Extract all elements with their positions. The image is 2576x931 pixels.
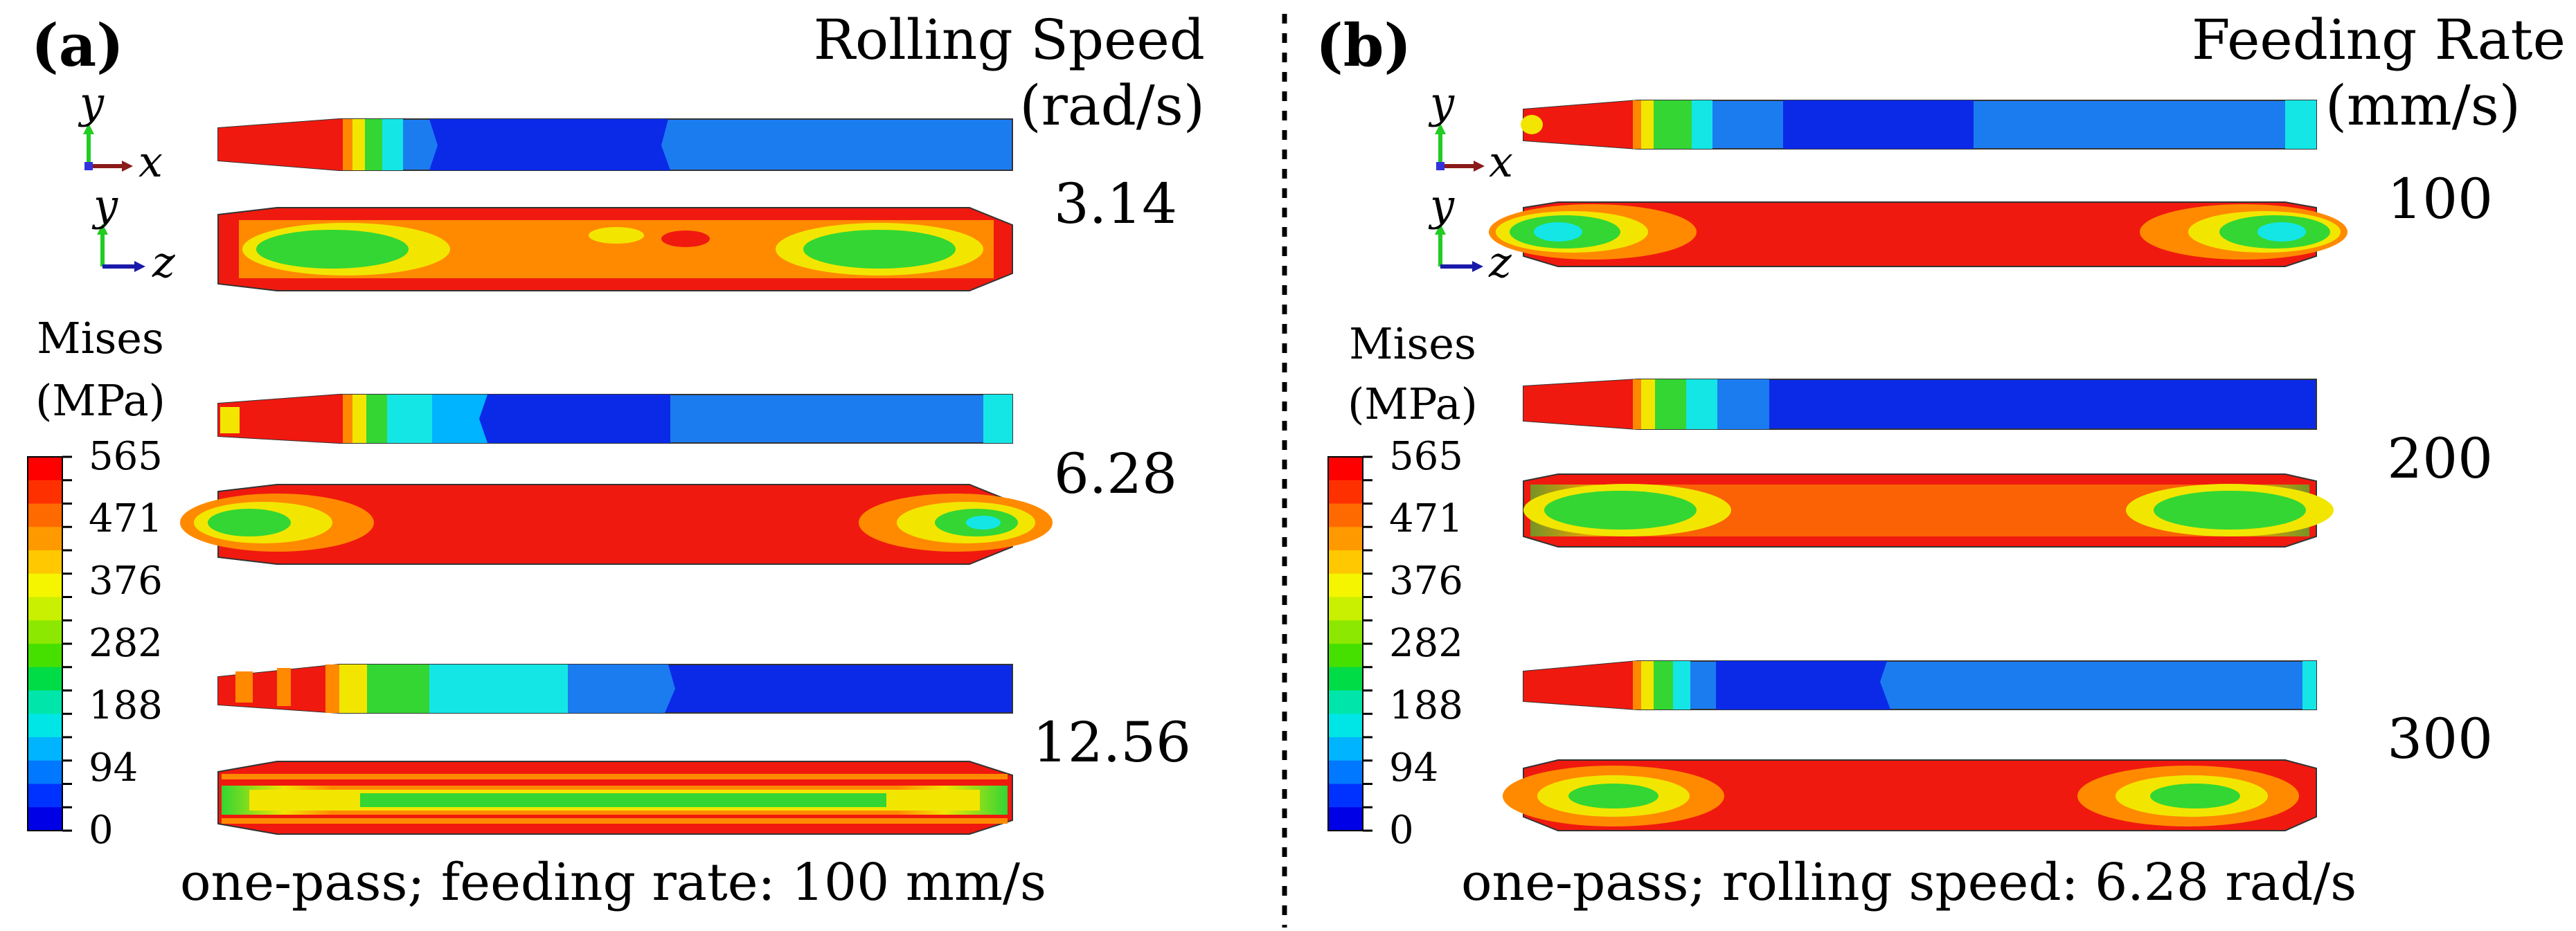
colorbar-tick-label: 282 bbox=[89, 621, 163, 666]
colorbar-band bbox=[1328, 527, 1363, 551]
colorbar-band bbox=[1328, 714, 1363, 738]
colorbar-b: 565 471 376 282 188 94 0 bbox=[1327, 434, 1463, 853]
colorbar-band bbox=[28, 620, 62, 644]
panel-b-value-1: 100 bbox=[2387, 167, 2493, 231]
colorbar-band bbox=[1328, 807, 1363, 831]
colorbar-tick-label: 94 bbox=[89, 745, 138, 790]
colorbar-tick-label: 565 bbox=[89, 434, 163, 479]
colorbar-tick-label: 94 bbox=[1389, 745, 1438, 790]
panel-a-value-3: 12.56 bbox=[1032, 710, 1191, 775]
panel-a-specimen-2-side-view bbox=[217, 394, 1013, 444]
panel-b-label: (b) bbox=[1316, 11, 1411, 80]
colorbar-band bbox=[1328, 620, 1363, 644]
panel-a-specimen-3-side-view bbox=[217, 664, 1013, 714]
colorbar-band bbox=[28, 527, 62, 551]
colorbar-tick-label: 282 bbox=[1389, 621, 1463, 666]
panel-b-specimen-2-side-view bbox=[1523, 379, 2317, 430]
colorbar-band bbox=[28, 550, 62, 575]
colorbar-tick-label: 471 bbox=[89, 496, 163, 541]
panel-a-label: (a) bbox=[31, 11, 124, 80]
panel-a-value-2: 6.28 bbox=[1054, 442, 1177, 506]
colorbar-band bbox=[1328, 503, 1363, 527]
colorbar-band bbox=[28, 737, 62, 761]
colorbar-band bbox=[1328, 784, 1363, 808]
colorbar-band bbox=[28, 784, 62, 808]
colorbar-band bbox=[1328, 480, 1363, 504]
colorbar-band bbox=[28, 690, 62, 714]
colorbar-band bbox=[1328, 690, 1363, 714]
colorbar-a: 565 471 376 282 188 94 0 bbox=[27, 434, 163, 853]
panel-b-param-title-line2: (mm/s) bbox=[2325, 73, 2521, 138]
colorbar-band bbox=[28, 573, 62, 597]
panel-b-value-3: 300 bbox=[2387, 707, 2493, 771]
colorbar-band bbox=[28, 480, 62, 504]
panel-b-specimen-1-side-view bbox=[1521, 100, 2317, 150]
colorbar-tick-label: 471 bbox=[1389, 496, 1463, 541]
panel-b-caption: one-pass; rolling speed: 6.28 rad/s bbox=[1461, 853, 2356, 912]
colorbar-tick-label: 376 bbox=[1389, 559, 1463, 604]
colorbar-tick-label: 376 bbox=[89, 559, 163, 604]
panel-a-axis-triad-zy: y z bbox=[91, 180, 175, 287]
colorbar-tick-label: 188 bbox=[1389, 683, 1463, 728]
colorbar-b-title-line2: (MPa) bbox=[1348, 379, 1478, 429]
colorbar-tick-label: 0 bbox=[89, 808, 114, 853]
colorbar-a-title-line2: (MPa) bbox=[35, 375, 166, 426]
colorbar-band bbox=[28, 457, 62, 481]
axis-label-x: x bbox=[1489, 136, 1513, 187]
colorbar-band bbox=[1328, 760, 1363, 784]
colorbar-band bbox=[1328, 457, 1363, 481]
axis-label-y: y bbox=[1428, 78, 1455, 128]
panel-a-caption: one-pass; feeding rate: 100 mm/s bbox=[180, 853, 1046, 912]
colorbar-band bbox=[1328, 573, 1363, 597]
colorbar-band bbox=[1328, 550, 1363, 575]
colorbar-band bbox=[28, 644, 62, 668]
panel-b-specimen-2-top-view bbox=[1523, 473, 2334, 548]
colorbar-band bbox=[28, 807, 62, 831]
colorbar-tick-label: 188 bbox=[89, 683, 163, 728]
colorbar-b-title-line1: Mises bbox=[1349, 318, 1476, 369]
axis-label-y: y bbox=[91, 180, 118, 231]
colorbar-a-title-line1: Mises bbox=[37, 313, 164, 363]
colorbar-band bbox=[1328, 737, 1363, 761]
panel-a-specimen-1-side-view bbox=[217, 118, 1013, 171]
colorbar-tick-label: 0 bbox=[1389, 808, 1414, 853]
colorbar-tick-label: 565 bbox=[1389, 434, 1463, 479]
colorbar-band bbox=[28, 667, 62, 691]
panel-a-specimen-1-top-view bbox=[217, 207, 1013, 291]
axis-label-y: y bbox=[1428, 180, 1455, 231]
colorbar-band bbox=[1328, 597, 1363, 621]
colorbar-band bbox=[1328, 667, 1363, 691]
panel-a-specimen-2-top-view bbox=[180, 484, 1053, 565]
panel-a-specimen-3-top-view bbox=[217, 761, 1013, 835]
colorbar-band bbox=[28, 714, 62, 738]
panel-b-value-2: 200 bbox=[2387, 426, 2493, 491]
panel-a-axis-triad-xy: y x bbox=[78, 78, 163, 187]
panel-b-specimen-1-top-view bbox=[1489, 201, 2347, 267]
colorbar-band bbox=[28, 503, 62, 527]
panel-b-specimen-3-side-view bbox=[1523, 660, 2317, 710]
axis-label-y: y bbox=[78, 78, 105, 128]
colorbar-band bbox=[28, 760, 62, 784]
colorbar-band bbox=[1328, 644, 1363, 668]
axis-label-x: x bbox=[138, 136, 163, 187]
panel-b-specimen-3-top-view bbox=[1503, 759, 2317, 831]
axis-label-z: z bbox=[152, 237, 175, 287]
colorbar-band bbox=[28, 597, 62, 621]
panel-b-axis-triad-xy: y x bbox=[1428, 78, 1513, 187]
panel-b-param-title-line1: Feeding Rate bbox=[2192, 8, 2566, 72]
panel-a-param-title-line2: (rad/s) bbox=[1019, 73, 1205, 138]
panel-a-value-1: 3.14 bbox=[1054, 172, 1177, 236]
panel-a-param-title-line1: Rolling Speed bbox=[814, 8, 1205, 72]
